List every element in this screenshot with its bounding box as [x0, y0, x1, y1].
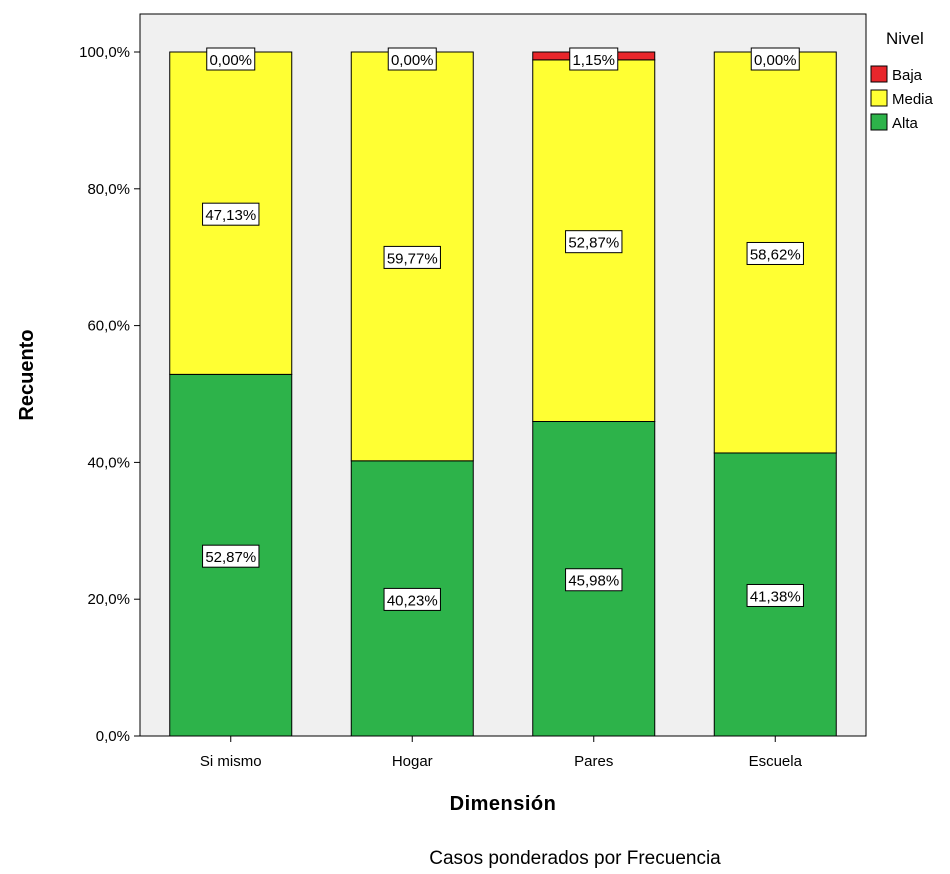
data-label: 41,38% [750, 588, 801, 605]
legend-label-baja: Baja [892, 67, 923, 84]
y-tick-label: 40,0% [87, 454, 130, 471]
x-tick-label: Pares [574, 753, 613, 770]
y-axis: 0,0% 20,0% 40,0% 60,0% 80,0% 100,0% [79, 44, 140, 745]
legend-label-alta: Alta [892, 115, 919, 132]
data-label: 59,77% [387, 250, 438, 267]
y-tick-label: 20,0% [87, 591, 130, 608]
data-label: 40,23% [387, 592, 438, 609]
y-tick-label: 80,0% [87, 181, 130, 198]
legend: Nivel Baja Media Alta [870, 29, 934, 132]
y-tick-label: 60,0% [87, 318, 130, 335]
data-labels: 52,87% 47,13% 0,00% 40,23% 59,77% 0,00% 45,98%… [202, 47, 804, 611]
data-label-box [565, 230, 623, 254]
data-label: 0,00% [209, 52, 252, 69]
data-label-box [746, 241, 804, 265]
data-label-box [202, 202, 260, 226]
data-label-box [206, 47, 256, 71]
data-label: 52,87% [568, 235, 619, 252]
data-label-box [750, 47, 800, 71]
data-label: 45,98% [568, 573, 619, 590]
y-axis-title: Recuento [16, 329, 38, 420]
x-tick-label: Si mismo [200, 753, 262, 770]
data-label-box [383, 587, 441, 611]
legend-label-media: Media [892, 91, 934, 108]
footnote: Casos ponderados por Frecuencia [429, 848, 721, 869]
data-label-box [202, 544, 260, 568]
data-label: 47,13% [205, 207, 256, 224]
data-label: 0,00% [754, 52, 797, 69]
data-label-box [565, 568, 623, 592]
legend-title: Nivel [886, 29, 924, 48]
data-label: 0,00% [391, 52, 434, 69]
data-label-box [383, 245, 441, 269]
y-tick-label: 100,0% [79, 44, 130, 61]
data-label-box [569, 47, 619, 71]
x-tick-label: Hogar [392, 753, 433, 770]
x-axis-title: Dimensión [450, 793, 557, 815]
data-label-box [746, 583, 804, 607]
x-axis: Si mismo Hogar Pares Escuela [200, 736, 803, 770]
data-label: 52,87% [205, 549, 256, 566]
legend-swatch-media [870, 89, 888, 107]
legend-swatch-baja [870, 65, 888, 83]
legend-swatch-alta [870, 113, 888, 131]
data-label-box [387, 47, 437, 71]
x-tick-label: Escuela [749, 753, 803, 770]
data-label: 1,15% [572, 52, 615, 69]
data-label: 58,62% [750, 246, 801, 263]
y-tick-label: 0,0% [96, 728, 130, 745]
